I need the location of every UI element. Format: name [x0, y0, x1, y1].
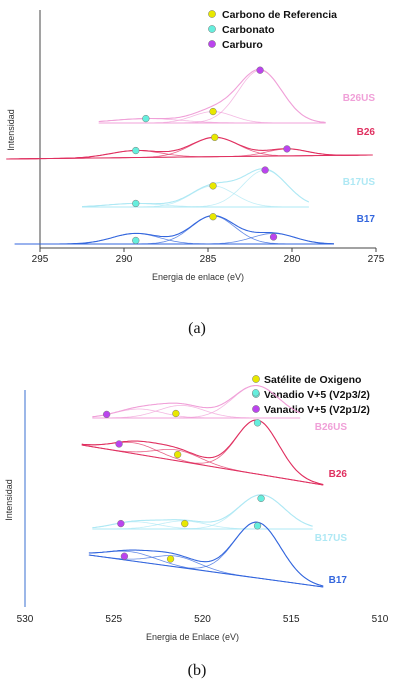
data-point-marker: [252, 389, 260, 397]
component-peak-line: [81, 444, 324, 486]
x-tick-label: 520: [194, 614, 211, 625]
y-axis-label: Intensidad: [4, 479, 14, 521]
chart-panel-a: 295 290 285 280 275 Energia de enlace (eV) Int…: [6, 9, 385, 337]
data-point-marker: [120, 552, 129, 560]
panel-caption: (b): [188, 662, 207, 679]
series-B17: B17: [14, 213, 376, 245]
component-peak-line: [92, 494, 313, 530]
data-point-marker: [261, 166, 269, 174]
data-point-marker: [283, 145, 291, 153]
legend-marker: [208, 40, 216, 48]
data-point-marker: [269, 233, 278, 241]
component-peak-line: [6, 137, 373, 160]
series-B26: B26: [81, 419, 348, 486]
data-point-marker: [132, 236, 140, 245]
legend-label: Satélite de Oxigeno: [264, 374, 361, 386]
series-label: B17US: [315, 533, 348, 544]
series-B26US: B26US: [98, 66, 376, 124]
series-label: B26US: [343, 93, 376, 104]
x-axis-label: Energia de enlace (eV): [152, 272, 244, 282]
series-B17US: B17US: [82, 166, 376, 208]
legend-marker: [208, 10, 216, 18]
panel-caption: (a): [188, 320, 206, 337]
series-B26US: B26US: [92, 384, 348, 433]
x-tick-label: 275: [368, 254, 385, 265]
component-peak-line: [14, 215, 334, 245]
component-peak-line: [6, 150, 373, 160]
x-tick-label: 285: [200, 254, 217, 265]
component-peak-line: [92, 405, 301, 419]
series-B17US: B17US: [92, 494, 348, 544]
chart-panel-b: 530 525 520 515 510 Energia de Enlace (eV) Int…: [4, 374, 389, 679]
data-point-marker: [209, 213, 217, 221]
data-point-marker: [253, 522, 262, 530]
legend-label: Carbonato: [222, 24, 275, 36]
data-point-marker: [257, 494, 265, 503]
series-B17: B17: [88, 521, 348, 588]
envelope-line: [6, 136, 373, 160]
legend-label: Vanadio V+5 (V2p1/2): [264, 404, 370, 416]
series-B26: B26: [6, 127, 376, 160]
x-tick-label: 530: [17, 614, 34, 625]
data-point-marker: [209, 182, 217, 190]
series-label: B26: [357, 127, 376, 138]
data-point-marker: [174, 450, 182, 459]
data-point-marker: [142, 114, 150, 123]
data-point-marker: [253, 419, 262, 427]
envelope-line: [82, 168, 310, 208]
data-point-marker: [117, 519, 125, 528]
data-point-marker: [115, 440, 123, 448]
data-point-marker: [181, 519, 189, 528]
x-tick-label: 515: [283, 614, 300, 625]
series-label: B26: [329, 469, 348, 480]
envelope-line: [88, 521, 324, 587]
component-peak-line: [92, 520, 313, 530]
envelope-line: [92, 494, 313, 529]
envelope-line: [81, 419, 324, 486]
envelope-line: [92, 384, 301, 418]
x-tick-label: 295: [32, 254, 49, 265]
data-point-marker: [211, 133, 219, 142]
data-point-marker: [256, 66, 264, 74]
series-label: B26US: [315, 422, 348, 433]
data-point-marker: [172, 409, 180, 418]
series-label: B17US: [343, 177, 376, 188]
envelope-line: [98, 68, 326, 123]
data-point-marker: [103, 410, 111, 419]
legend-label: Carbono de Referencia: [222, 9, 337, 21]
series-label: B17: [329, 575, 348, 586]
series-label: B17: [357, 214, 376, 225]
legend-marker: [252, 405, 260, 413]
data-point-marker: [132, 199, 140, 208]
legend-label: Vanadio V+5 (V2p3/2): [264, 389, 370, 401]
legend-marker: [252, 375, 260, 383]
x-tick-label: 525: [105, 614, 122, 625]
legend-marker: [208, 25, 216, 33]
x-axis-label: Energia de Enlace (eV): [146, 632, 239, 642]
legend-label: Carburo: [222, 39, 263, 51]
component-peak-line: [82, 169, 309, 208]
envelope-line: [14, 215, 335, 245]
x-tick-label: 510: [372, 614, 389, 625]
data-point-marker: [132, 146, 140, 155]
y-axis-label: Intensidad: [6, 109, 16, 151]
x-tick-label: 290: [116, 254, 133, 265]
component-peak-line: [81, 419, 324, 485]
x-tick-label: 280: [284, 254, 301, 265]
data-point-marker: [166, 555, 175, 563]
data-point-marker: [209, 107, 217, 116]
